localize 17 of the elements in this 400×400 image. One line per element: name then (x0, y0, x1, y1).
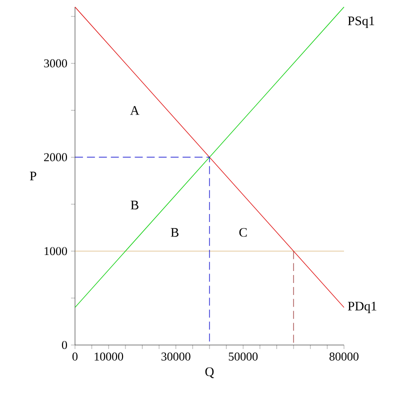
y-tick-label: 0 (62, 340, 68, 350)
annotation: A (130, 106, 140, 115)
annotation: C (239, 228, 247, 237)
x-tick-label: 0 (72, 352, 78, 361)
y-tick-label: 1000 (44, 247, 68, 256)
x-tick-label: 10000 (94, 352, 124, 361)
y-tick-label: 3000 (44, 59, 68, 68)
x-tick-label: 30000 (162, 352, 190, 361)
series-label: PSq1 (348, 16, 374, 28)
series-label: PDq1 (348, 302, 376, 314)
y-tick-label: 2000 (44, 153, 68, 162)
x-tick-label: 80000 (330, 352, 358, 361)
annotation: B (130, 200, 138, 210)
y-axis-title: P (30, 172, 36, 180)
annotation: B (170, 228, 178, 237)
x-axis-title: Q (205, 367, 214, 378)
x-tick-label: 50000 (228, 352, 258, 361)
